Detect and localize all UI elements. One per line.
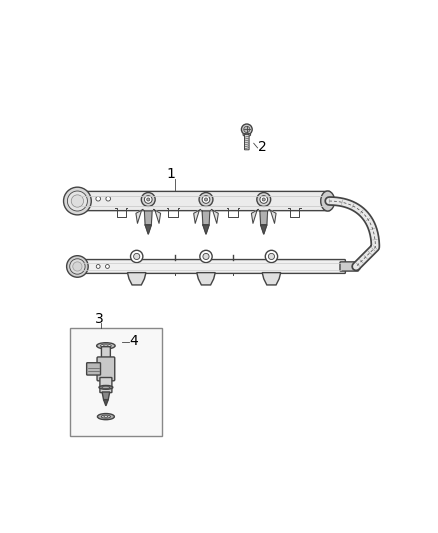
Ellipse shape: [243, 133, 251, 136]
Polygon shape: [262, 273, 281, 285]
Polygon shape: [102, 392, 110, 400]
Ellipse shape: [100, 344, 111, 348]
Text: 3: 3: [95, 312, 104, 326]
Circle shape: [70, 259, 85, 274]
Polygon shape: [136, 209, 143, 223]
Circle shape: [145, 196, 152, 203]
FancyBboxPatch shape: [100, 377, 112, 393]
FancyBboxPatch shape: [97, 357, 115, 381]
Ellipse shape: [97, 343, 115, 349]
Circle shape: [205, 198, 208, 201]
Ellipse shape: [101, 415, 110, 418]
Circle shape: [265, 251, 278, 263]
Ellipse shape: [104, 416, 108, 417]
Circle shape: [67, 256, 88, 277]
FancyBboxPatch shape: [87, 363, 100, 375]
Circle shape: [96, 196, 100, 201]
Polygon shape: [103, 400, 108, 406]
Polygon shape: [260, 211, 268, 225]
Circle shape: [131, 251, 143, 263]
Circle shape: [147, 198, 150, 201]
Text: 1: 1: [166, 167, 175, 181]
FancyBboxPatch shape: [340, 262, 358, 271]
Polygon shape: [269, 209, 276, 223]
Polygon shape: [251, 209, 258, 223]
Circle shape: [260, 196, 268, 203]
Circle shape: [268, 253, 275, 260]
Ellipse shape: [97, 414, 114, 419]
Circle shape: [262, 198, 265, 201]
Text: 4: 4: [130, 334, 138, 348]
Circle shape: [73, 262, 82, 271]
Circle shape: [64, 187, 91, 215]
FancyBboxPatch shape: [76, 191, 330, 211]
Polygon shape: [145, 225, 151, 234]
Circle shape: [199, 192, 213, 206]
Circle shape: [106, 196, 110, 201]
Circle shape: [141, 192, 155, 206]
Polygon shape: [194, 209, 201, 223]
Circle shape: [241, 124, 252, 135]
Text: 2: 2: [258, 140, 266, 154]
Circle shape: [134, 253, 140, 260]
Polygon shape: [212, 209, 218, 223]
Polygon shape: [261, 225, 267, 234]
Polygon shape: [154, 209, 161, 223]
Circle shape: [202, 196, 210, 203]
Ellipse shape: [99, 385, 113, 389]
Ellipse shape: [103, 345, 108, 346]
Circle shape: [257, 192, 271, 206]
FancyBboxPatch shape: [244, 134, 249, 150]
Ellipse shape: [102, 386, 110, 389]
Polygon shape: [145, 211, 152, 225]
FancyBboxPatch shape: [102, 346, 110, 360]
Polygon shape: [127, 273, 146, 285]
Ellipse shape: [355, 263, 360, 270]
Polygon shape: [202, 211, 210, 225]
Ellipse shape: [245, 134, 249, 136]
Bar: [70, 328, 162, 436]
Circle shape: [67, 191, 88, 211]
Circle shape: [244, 126, 250, 133]
Ellipse shape: [321, 191, 335, 211]
Circle shape: [96, 264, 100, 269]
FancyBboxPatch shape: [77, 260, 346, 273]
Circle shape: [200, 251, 212, 263]
Polygon shape: [197, 273, 215, 285]
Polygon shape: [203, 225, 209, 234]
Circle shape: [71, 195, 84, 207]
Circle shape: [203, 253, 209, 260]
Circle shape: [106, 264, 110, 269]
